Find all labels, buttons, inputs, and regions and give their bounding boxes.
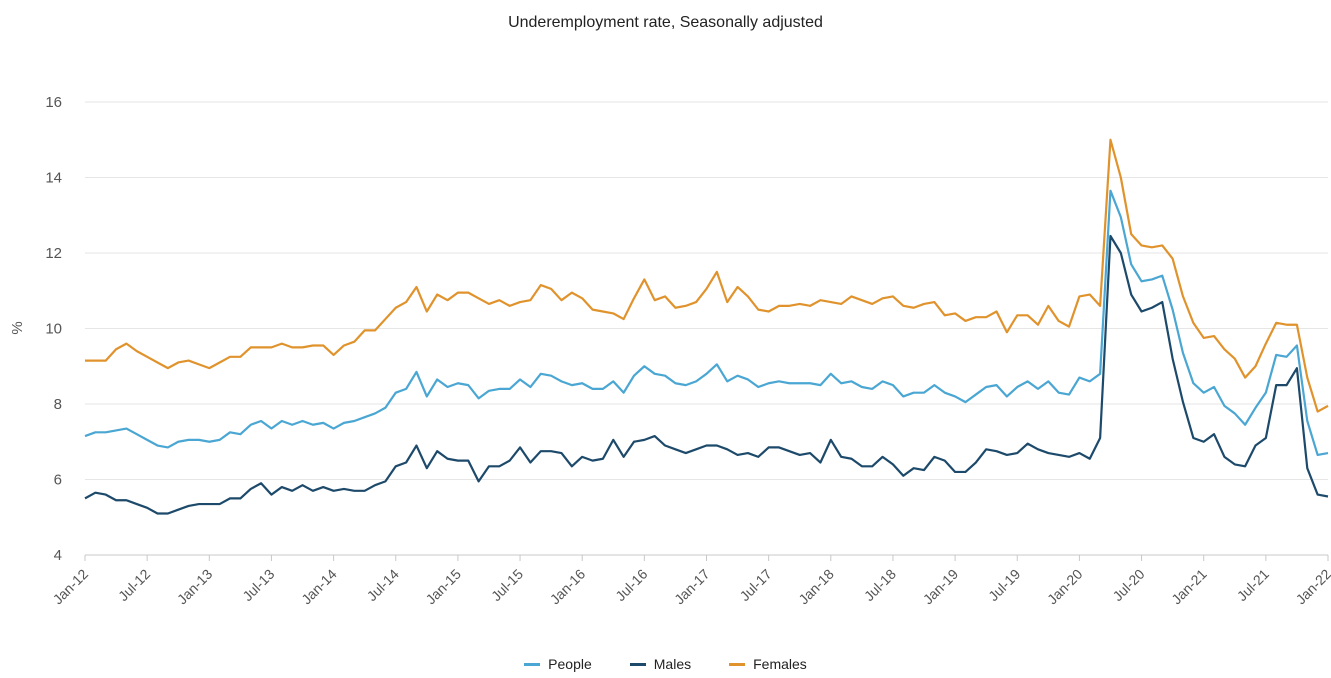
x-tick-label: Jul-18 [861,566,899,604]
x-tick-label: Jan-20 [1044,566,1086,608]
x-tick-label: Jan-22 [1293,566,1331,608]
x-tick-label: Jan-21 [1168,566,1210,608]
x-tick-label: Jul-21 [1234,566,1272,604]
x-tick-label: Jan-17 [671,566,713,608]
y-axis-label: % [9,321,26,334]
gridlines [85,101,1328,480]
legend-item-females[interactable]: Females [729,656,807,672]
x-tick-label: Jul-17 [736,566,774,604]
y-tick-label: 16 [45,94,62,111]
y-tick-label: 12 [45,245,62,262]
x-tick-label: Jan-16 [547,566,589,608]
x-tick-label: Jan-15 [422,566,464,608]
legend-swatch [629,662,646,666]
x-tick-label: Jul-20 [1109,566,1147,604]
legend-item-males[interactable]: Males [629,656,692,672]
series-line-females [85,138,1329,413]
x-tick-label: Jan-14 [298,566,340,608]
legend-item-people[interactable]: People [524,656,592,672]
x-tick-label: Jan-18 [795,566,837,608]
y-tick-label: 8 [54,396,62,413]
legend-label: Females [753,656,807,672]
x-tick-label: Jul-15 [488,566,526,604]
legend: People Males Females [0,656,1331,672]
x-tick-label: Jul-13 [239,566,277,604]
legend-label: Males [653,656,692,672]
x-tick-label: Jul-14 [364,566,402,604]
chart-title: Underemployment rate, Seasonally adjuste… [508,14,823,31]
series-line-males [84,234,1329,515]
x-tick-label: Jan-19 [920,566,962,608]
x-tick-label: Jan-13 [174,566,216,608]
x-tick-label: Jul-19 [985,566,1023,604]
legend-label: People [548,656,592,672]
legend-swatch [524,662,541,666]
y-tick-label: 10 [45,321,62,338]
x-tick-label: Jul-16 [612,566,650,604]
x-tick-label: Jan-12 [50,566,92,608]
y-tick-label: 14 [45,170,62,187]
x-tick-label: Jul-12 [115,566,153,604]
line-chart: 4 6 8 10 12 14 16 Jan-12 Jul-12 Jan-13 Jul-13 Jan-1… [9,94,1331,607]
y-tick-label: 4 [54,547,62,564]
series-line-people [84,189,1329,457]
y-tick-label: 6 [54,472,62,489]
series-lines [84,138,1329,515]
axes: 4 6 8 10 12 14 16 Jan-12 Jul-12 Jan-13 Jul-13 Jan-1… [45,94,1331,607]
legend-swatch [729,662,746,666]
